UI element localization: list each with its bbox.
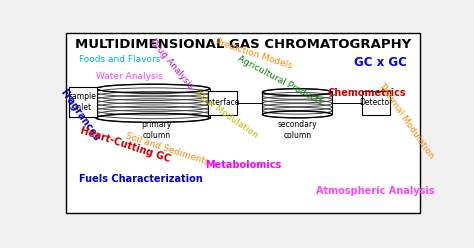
Text: Atmospheric Analysis: Atmospheric Analysis [316, 186, 435, 196]
Text: GC x GC: GC x GC [354, 56, 406, 69]
FancyBboxPatch shape [362, 91, 390, 115]
Text: Agricultural Products: Agricultural Products [236, 54, 324, 107]
FancyBboxPatch shape [69, 87, 97, 117]
Text: Prediction Models: Prediction Models [215, 37, 293, 70]
Text: Foods and Flavors: Foods and Flavors [80, 55, 161, 64]
Text: Chemometrics: Chemometrics [328, 88, 406, 98]
Text: primary
column: primary column [141, 121, 172, 140]
FancyBboxPatch shape [208, 91, 237, 115]
Text: Fuels Characterization: Fuels Characterization [80, 174, 203, 184]
Text: Drug Analysis: Drug Analysis [148, 37, 195, 91]
Text: Soil and Sediments: Soil and Sediments [125, 131, 210, 167]
Text: Metabolomics: Metabolomics [205, 160, 281, 170]
Text: secondary
column: secondary column [277, 121, 317, 140]
Text: Heart-Cutting GC: Heart-Cutting GC [80, 125, 173, 164]
Text: Flow Modulation: Flow Modulation [193, 90, 259, 140]
Text: Detector: Detector [359, 98, 393, 107]
Text: Thermal Modulation: Thermal Modulation [377, 81, 436, 160]
Text: sample
inlet: sample inlet [69, 92, 97, 112]
FancyBboxPatch shape [66, 33, 420, 213]
Text: MULTIDIMENSIONAL GAS CHROMATOGRAPHY: MULTIDIMENSIONAL GAS CHROMATOGRAPHY [75, 38, 411, 51]
Text: Water Analysis: Water Analysis [96, 72, 163, 81]
Text: interface: interface [205, 98, 239, 107]
Text: Fragrances: Fragrances [58, 87, 101, 143]
